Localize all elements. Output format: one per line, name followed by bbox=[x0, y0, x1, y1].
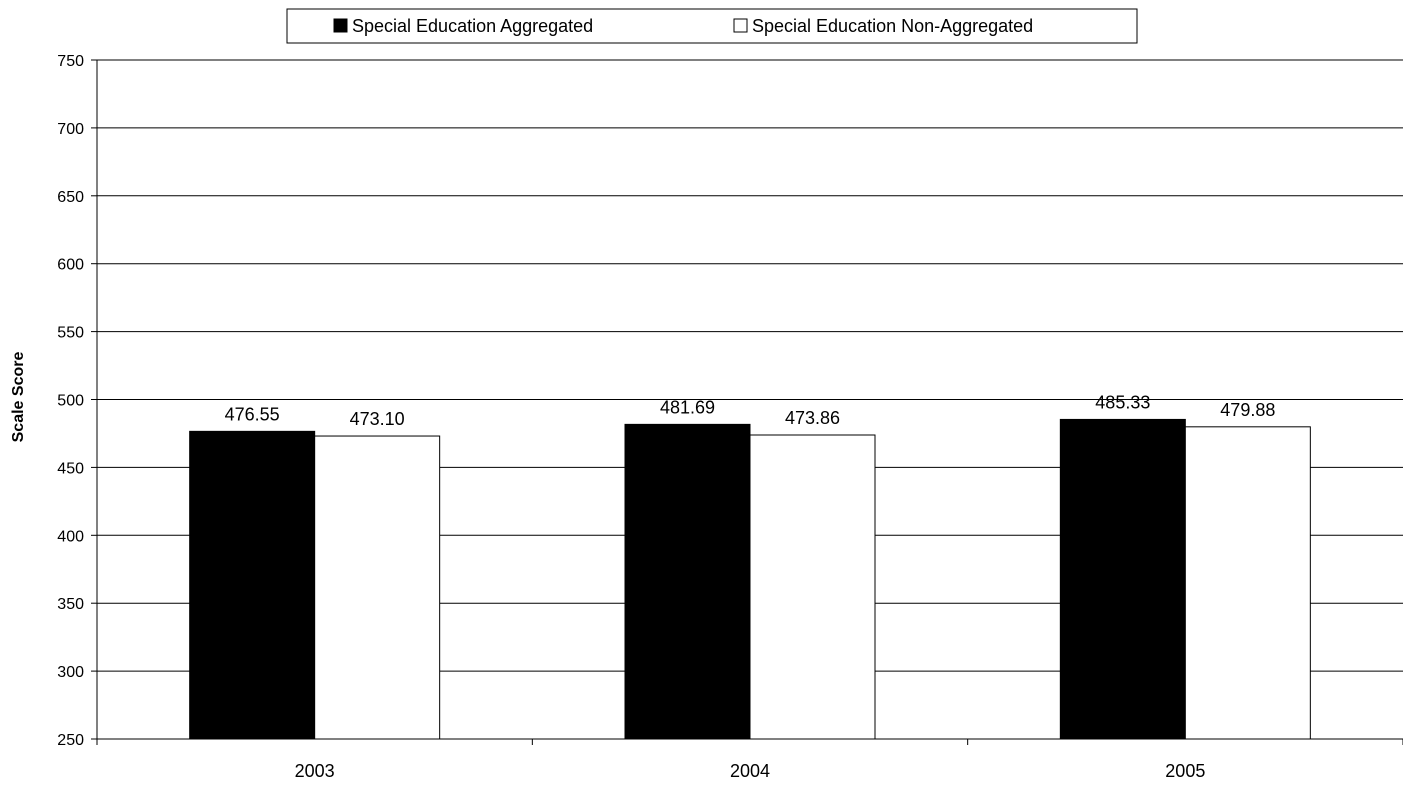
y-tick-label: 650 bbox=[57, 189, 84, 206]
axis-layer: 250 300 350 400 450 500 550 600 650 700 750 2003 200… bbox=[57, 53, 1403, 781]
legend-swatch bbox=[333, 18, 348, 33]
bar-aggregated bbox=[189, 430, 316, 740]
data-labels-layer: 476.55 473.10 481.69 473.86 485.33 479.88 bbox=[225, 392, 1276, 429]
y-tick-label: 500 bbox=[57, 393, 84, 410]
bar-non-aggregated bbox=[314, 435, 441, 740]
y-tick-label: 400 bbox=[57, 528, 84, 545]
x-tick-label: 2004 bbox=[730, 761, 770, 781]
legend-box bbox=[286, 8, 1138, 44]
legend-label: Special Education Non-Aggregated bbox=[752, 16, 1033, 36]
legend: Special Education Aggregated Special Educ… bbox=[286, 8, 1138, 44]
bar-aggregated bbox=[624, 423, 751, 740]
y-tick-label: 750 bbox=[57, 53, 84, 70]
y-axis-title: Scale Score bbox=[10, 352, 27, 443]
legend-label: Special Education Aggregated bbox=[352, 16, 593, 36]
x-tick-label: 2005 bbox=[1165, 761, 1205, 781]
y-tick-label: 350 bbox=[57, 596, 84, 613]
data-label: 473.86 bbox=[785, 408, 840, 428]
y-tick-label: 550 bbox=[57, 325, 84, 342]
data-label: 481.69 bbox=[660, 397, 715, 417]
data-label: 485.33 bbox=[1095, 392, 1150, 412]
bar-aggregated bbox=[1059, 418, 1186, 740]
y-tick-label: 700 bbox=[57, 121, 84, 138]
data-label: 473.10 bbox=[350, 409, 405, 429]
data-label: 479.88 bbox=[1220, 400, 1275, 420]
data-label: 476.55 bbox=[225, 404, 280, 424]
bar-non-aggregated bbox=[1184, 426, 1311, 740]
y-tick-label: 300 bbox=[57, 664, 84, 681]
x-tick-label: 2003 bbox=[295, 761, 335, 781]
bars-layer bbox=[189, 418, 1311, 740]
bar-non-aggregated bbox=[749, 434, 876, 740]
y-tick-label: 450 bbox=[57, 460, 84, 477]
y-tick-label: 600 bbox=[57, 257, 84, 274]
legend-swatch bbox=[733, 18, 748, 33]
y-tick-label: 250 bbox=[57, 732, 84, 749]
